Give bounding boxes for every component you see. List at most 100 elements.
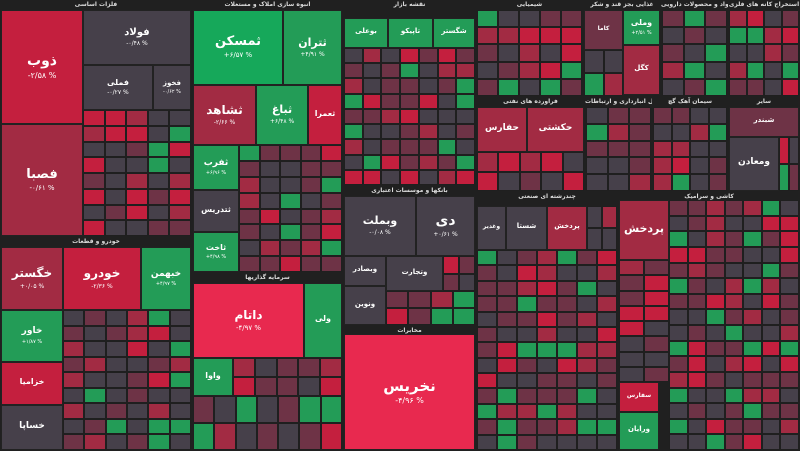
tile-fkhooz[interactable]: فخوز -۰/۶۲ % bbox=[153, 65, 191, 110]
stock-cell[interactable] bbox=[104, 125, 127, 142]
stock-cell[interactable] bbox=[619, 366, 644, 382]
stock-cell[interactable] bbox=[254, 358, 277, 377]
stock-cell[interactable] bbox=[683, 61, 706, 79]
stock-cell[interactable] bbox=[644, 366, 669, 382]
stock-cell[interactable] bbox=[517, 311, 537, 327]
stock-cell[interactable] bbox=[477, 434, 497, 450]
stock-cell[interactable] bbox=[400, 63, 419, 79]
stock-cell[interactable] bbox=[597, 388, 617, 404]
stock-cell[interactable] bbox=[259, 192, 281, 209]
stock-cell[interactable] bbox=[724, 246, 744, 263]
stock-cell[interactable] bbox=[761, 371, 781, 388]
stock-cell[interactable] bbox=[743, 293, 762, 310]
stock-cell[interactable] bbox=[690, 123, 709, 141]
stock-cell[interactable] bbox=[437, 93, 457, 109]
stock-cell[interactable] bbox=[517, 388, 537, 404]
stock-cell[interactable] bbox=[280, 176, 301, 193]
stock-cell[interactable] bbox=[498, 171, 520, 191]
stock-cell[interactable] bbox=[690, 157, 709, 175]
stock-cell[interactable] bbox=[280, 256, 301, 272]
stock-cell[interactable] bbox=[104, 110, 127, 126]
stock-cell[interactable] bbox=[169, 403, 191, 419]
stock-cell[interactable] bbox=[540, 44, 561, 62]
stock-cell[interactable] bbox=[537, 311, 557, 327]
stock-cell[interactable] bbox=[761, 293, 781, 310]
stock-cell[interactable] bbox=[169, 310, 191, 326]
stock-cell[interactable] bbox=[671, 157, 690, 175]
stock-cell[interactable] bbox=[577, 342, 597, 358]
stock-cell[interactable] bbox=[577, 434, 597, 450]
stock-cell[interactable] bbox=[276, 377, 299, 396]
stock-cell[interactable] bbox=[321, 192, 342, 209]
stock-cell[interactable] bbox=[344, 169, 363, 185]
stock-cell[interactable] bbox=[126, 110, 148, 126]
stock-cell[interactable] bbox=[683, 27, 706, 45]
stock-cell[interactable] bbox=[83, 141, 105, 158]
stock-cell[interactable] bbox=[705, 78, 727, 96]
stock-cell[interactable] bbox=[298, 377, 321, 396]
stock-cell[interactable] bbox=[706, 262, 725, 279]
stock-cell[interactable] bbox=[148, 403, 170, 419]
stock-cell[interactable] bbox=[607, 123, 630, 141]
stock-cell[interactable] bbox=[233, 358, 255, 377]
stock-cell[interactable] bbox=[519, 10, 540, 28]
stock-cell[interactable] bbox=[84, 356, 106, 373]
stock-cell[interactable] bbox=[577, 250, 597, 266]
stock-cell[interactable] bbox=[169, 418, 191, 435]
stock-cell[interactable] bbox=[708, 107, 727, 124]
stock-cell[interactable] bbox=[644, 351, 669, 367]
tile-bouali[interactable]: بوعلی bbox=[344, 18, 388, 48]
stock-cell[interactable] bbox=[629, 107, 651, 124]
stock-cell[interactable] bbox=[690, 174, 709, 191]
stock-cell[interactable] bbox=[400, 154, 419, 170]
stock-cell[interactable] bbox=[477, 250, 497, 266]
stock-cell[interactable] bbox=[477, 419, 497, 435]
stock-cell[interactable] bbox=[706, 387, 725, 404]
stock-cell[interactable] bbox=[687, 418, 707, 435]
stock-cell[interactable] bbox=[84, 387, 106, 404]
stock-cell[interactable] bbox=[761, 340, 781, 357]
stock-cell[interactable] bbox=[477, 311, 497, 327]
stock-cell[interactable] bbox=[477, 78, 498, 96]
stock-cell[interactable] bbox=[687, 293, 707, 310]
stock-cell[interactable] bbox=[687, 200, 707, 216]
stock-cell[interactable] bbox=[603, 50, 623, 73]
stock-cell[interactable] bbox=[148, 341, 170, 357]
stock-cell[interactable] bbox=[587, 206, 602, 228]
stock-cell[interactable] bbox=[63, 310, 85, 326]
stock-cell[interactable] bbox=[362, 139, 382, 155]
stock-cell[interactable] bbox=[562, 152, 584, 172]
stock-cell[interactable] bbox=[105, 403, 127, 419]
stock-cell[interactable] bbox=[321, 145, 342, 161]
stock-cell[interactable] bbox=[586, 157, 608, 175]
stock-cell[interactable] bbox=[259, 256, 281, 272]
stock-cell[interactable] bbox=[724, 387, 744, 404]
stock-cell[interactable] bbox=[687, 278, 707, 294]
stock-cell[interactable] bbox=[280, 208, 301, 225]
stock-cell[interactable] bbox=[456, 108, 475, 125]
stock-cell[interactable] bbox=[519, 61, 540, 79]
stock-cell[interactable] bbox=[84, 418, 106, 435]
tile-foolad[interactable]: فولاد -۰/۴۸ % bbox=[83, 10, 191, 65]
stock-cell[interactable] bbox=[662, 44, 684, 62]
tile-vali[interactable]: ولی bbox=[304, 283, 342, 358]
stock-cell[interactable] bbox=[644, 336, 669, 352]
stock-cell[interactable] bbox=[561, 61, 582, 79]
stock-cell[interactable] bbox=[127, 341, 149, 357]
stock-cell[interactable] bbox=[437, 169, 457, 185]
tile-vghadir[interactable]: وغدیر bbox=[477, 206, 506, 250]
stock-cell[interactable] bbox=[517, 403, 537, 420]
stock-cell[interactable] bbox=[724, 215, 744, 232]
stock-cell[interactable] bbox=[577, 280, 597, 297]
stock-cell[interactable] bbox=[683, 78, 706, 96]
stock-cell[interactable] bbox=[743, 340, 762, 357]
tile-kegl[interactable]: وملی +۲/۵۱ % bbox=[623, 10, 660, 45]
stock-cell[interactable] bbox=[300, 145, 322, 161]
stock-cell[interactable] bbox=[456, 93, 475, 109]
stock-cell[interactable] bbox=[83, 188, 105, 205]
stock-cell[interactable] bbox=[497, 296, 517, 312]
stock-cell[interactable] bbox=[780, 262, 799, 279]
stock-cell[interactable] bbox=[259, 208, 281, 225]
tile-di[interactable]: دی +۰/۶۱ % bbox=[416, 196, 475, 256]
stock-cell[interactable] bbox=[724, 340, 744, 357]
